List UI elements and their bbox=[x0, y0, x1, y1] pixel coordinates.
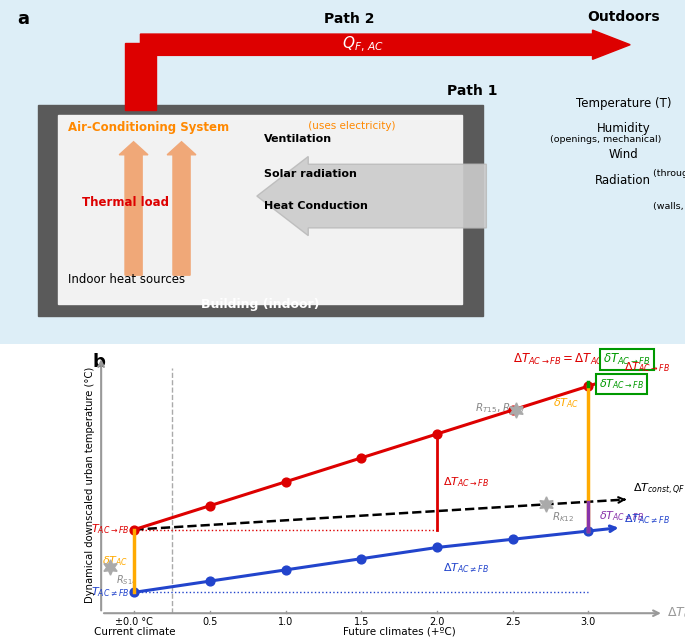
Bar bbox=[125, 43, 156, 110]
Point bbox=[280, 565, 291, 575]
Text: Indoor heat sources: Indoor heat sources bbox=[68, 273, 186, 285]
Text: $\Delta T_{const,QF}$: $\Delta T_{const,QF}$ bbox=[634, 482, 685, 497]
FancyArrow shape bbox=[257, 157, 486, 236]
Text: $R_{S14}$: $R_{S14}$ bbox=[116, 574, 138, 587]
Text: Path 2: Path 2 bbox=[324, 12, 375, 26]
Text: $\Delta T_{AC\rightarrow FB}$: $\Delta T_{AC\rightarrow FB}$ bbox=[625, 361, 671, 374]
Point bbox=[507, 534, 518, 545]
Text: Current climate: Current climate bbox=[94, 627, 175, 636]
Point bbox=[432, 429, 443, 439]
Text: 1.0: 1.0 bbox=[278, 617, 293, 627]
Point bbox=[129, 524, 140, 534]
Text: a: a bbox=[17, 10, 29, 28]
Text: 0.5: 0.5 bbox=[202, 617, 218, 627]
Point bbox=[356, 453, 366, 463]
Text: $T_{AC\rightarrow FB}$: $T_{AC\rightarrow FB}$ bbox=[91, 523, 130, 536]
Text: $\delta T_{AC}$: $\delta T_{AC}$ bbox=[102, 554, 128, 568]
Text: 1.5: 1.5 bbox=[353, 617, 369, 627]
Text: Thermal load: Thermal load bbox=[82, 196, 169, 210]
Text: (openings, mechanical): (openings, mechanical) bbox=[547, 135, 662, 144]
Text: 2.5: 2.5 bbox=[505, 617, 520, 627]
Text: 2.0: 2.0 bbox=[429, 617, 445, 627]
FancyArrow shape bbox=[167, 141, 196, 275]
Text: $\delta T_{AC}$: $\delta T_{AC}$ bbox=[553, 396, 579, 410]
FancyArrow shape bbox=[119, 141, 148, 275]
Text: (uses electricity): (uses electricity) bbox=[305, 121, 395, 131]
Text: Ventilation: Ventilation bbox=[264, 134, 332, 145]
Text: Building (indoor): Building (indoor) bbox=[201, 298, 319, 311]
Point bbox=[205, 576, 216, 586]
FancyArrow shape bbox=[140, 30, 630, 59]
Text: ±0.0 °C: ±0.0 °C bbox=[116, 617, 153, 627]
Text: $\Delta T_{GW}$: $\Delta T_{GW}$ bbox=[667, 606, 685, 621]
Text: (walls, roof): (walls, roof) bbox=[650, 202, 685, 211]
Text: Path 1: Path 1 bbox=[447, 84, 498, 98]
Text: Dynamical downscaled urban temperature (°C): Dynamical downscaled urban temperature (… bbox=[85, 367, 95, 603]
Text: Solar radiation: Solar radiation bbox=[264, 169, 357, 179]
Text: $Q_{F,\,AC}$: $Q_{F,\,AC}$ bbox=[342, 34, 384, 54]
Text: Outdoors: Outdoors bbox=[587, 10, 660, 24]
Point bbox=[205, 501, 216, 511]
Point bbox=[583, 381, 594, 391]
Text: b: b bbox=[92, 354, 105, 371]
Text: Future climates (+ºC): Future climates (+ºC) bbox=[342, 627, 456, 636]
Text: $\delta T_{AC\rightarrow FB}$: $\delta T_{AC\rightarrow FB}$ bbox=[599, 377, 644, 391]
Text: $\Delta T_{AC\rightarrow FB}$: $\Delta T_{AC\rightarrow FB}$ bbox=[443, 475, 489, 489]
Text: 3.0: 3.0 bbox=[580, 617, 596, 627]
Text: $\delta T_{AC\rightarrow FB}$: $\delta T_{AC\rightarrow FB}$ bbox=[603, 352, 651, 367]
Text: $R_{T15}$, $R_{T17}$: $R_{T15}$, $R_{T17}$ bbox=[475, 401, 525, 415]
Text: Radiation: Radiation bbox=[595, 174, 651, 187]
Text: Temperature (T): Temperature (T) bbox=[575, 97, 671, 110]
Point bbox=[583, 526, 594, 536]
Text: (through windows): (through windows) bbox=[650, 169, 685, 178]
Text: $\Delta T_{AC\rightarrow FB}$$=$$\Delta T_{AC\neq FB}$$+$: $\Delta T_{AC\rightarrow FB}$$=$$\Delta … bbox=[512, 352, 632, 367]
Point bbox=[129, 587, 140, 598]
Text: $T_{AC\neq FB}$: $T_{AC\neq FB}$ bbox=[91, 585, 130, 599]
Bar bbox=[58, 115, 462, 304]
Text: Air-Conditioning System: Air-Conditioning System bbox=[68, 121, 229, 134]
Text: $\Delta T_{AC\neq FB}$: $\Delta T_{AC\neq FB}$ bbox=[443, 561, 489, 575]
Point bbox=[280, 476, 291, 487]
Text: Humidity: Humidity bbox=[597, 122, 650, 136]
Point bbox=[432, 542, 443, 552]
Bar bbox=[38, 105, 483, 317]
Text: Wind: Wind bbox=[608, 148, 638, 161]
Point bbox=[507, 405, 518, 415]
Text: $R_{K12}$: $R_{K12}$ bbox=[552, 510, 574, 524]
Text: $\Delta T_{AC\neq FB}$: $\Delta T_{AC\neq FB}$ bbox=[625, 512, 671, 526]
Point bbox=[356, 554, 366, 564]
Text: Heat Conduction: Heat Conduction bbox=[264, 201, 368, 211]
Text: $\delta T_{AC\neq FB}$: $\delta T_{AC\neq FB}$ bbox=[599, 510, 644, 524]
